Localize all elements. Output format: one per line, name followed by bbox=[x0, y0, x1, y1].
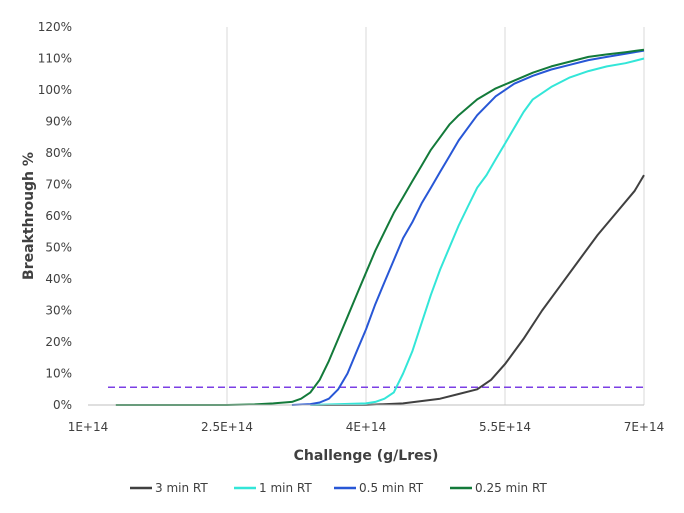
y-tick-label: 40% bbox=[45, 272, 72, 286]
x-tick-label: 1E+14 bbox=[68, 420, 109, 434]
y-tick-label: 100% bbox=[38, 83, 72, 97]
legend-label: 0.5 min RT bbox=[359, 481, 424, 495]
y-tick-label: 60% bbox=[45, 209, 72, 223]
series-line bbox=[115, 48, 645, 406]
x-tick-label: 4E+14 bbox=[346, 420, 387, 434]
series-line bbox=[291, 49, 645, 406]
legend-label: 3 min RT bbox=[155, 481, 208, 495]
y-tick-label: 70% bbox=[45, 178, 72, 192]
series-lines bbox=[115, 48, 645, 406]
y-tick-label: 120% bbox=[38, 20, 72, 34]
y-tick-label: 80% bbox=[45, 146, 72, 160]
y-tick-label: 20% bbox=[45, 335, 72, 349]
y-axis-title: Breakthrough % bbox=[21, 152, 37, 280]
x-tick-label: 2.5E+14 bbox=[201, 420, 253, 434]
y-tick-label: 90% bbox=[45, 115, 72, 129]
legend-label: 0.25 min RT bbox=[475, 481, 547, 495]
x-tick-labels: 1E+14 2.5E+14 4E+14 5.5E+14 7E+14 bbox=[68, 420, 665, 434]
y-tick-label: 10% bbox=[45, 367, 72, 381]
grid-lines bbox=[226, 27, 645, 405]
x-axis-title: Challenge (g/Lres) bbox=[294, 448, 439, 464]
x-tick-label: 5.5E+14 bbox=[479, 420, 531, 434]
legend: 3 min RT 1 min RT 0.5 min RT 0.25 min RT bbox=[130, 481, 547, 495]
x-tick-label: 7E+14 bbox=[624, 420, 665, 434]
series-line bbox=[310, 174, 645, 406]
legend-label: 1 min RT bbox=[259, 481, 312, 495]
y-tick-label: 0% bbox=[53, 398, 72, 412]
y-tick-label: 110% bbox=[38, 52, 72, 66]
y-tick-label: 30% bbox=[45, 304, 72, 318]
series-line bbox=[310, 57, 645, 406]
y-tick-label: 50% bbox=[45, 241, 72, 255]
y-tick-labels: 0% 10% 20% 30% 40% 50% 60% 70% 80% 90% 100% 110% 120… bbox=[38, 20, 72, 412]
